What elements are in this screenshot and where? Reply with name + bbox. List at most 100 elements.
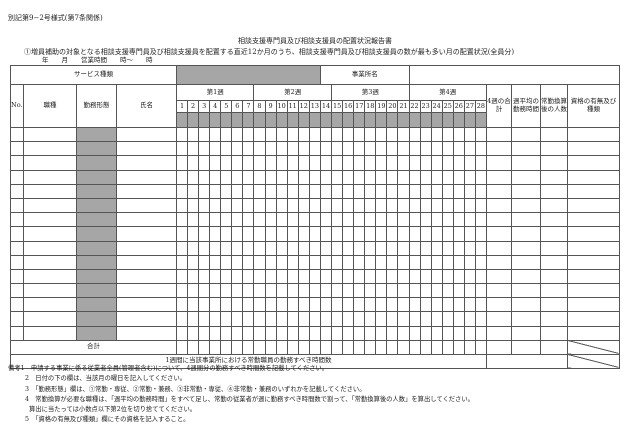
hours-cell[interactable] [375, 311, 388, 327]
weekday-cell[interactable] [408, 112, 421, 128]
hours-cell[interactable] [463, 283, 476, 299]
hours-cell[interactable] [220, 197, 233, 214]
hours-cell[interactable] [342, 169, 355, 185]
hours-cell[interactable] [264, 240, 277, 256]
hours-cell[interactable] [286, 297, 299, 313]
hours-cell[interactable] [253, 325, 266, 341]
hours-cell[interactable] [297, 226, 310, 242]
4week-total-cell[interactable] [485, 311, 512, 327]
hours-cell[interactable] [375, 126, 388, 143]
hours-cell[interactable] [175, 197, 189, 214]
weekday-cell[interactable] [297, 112, 310, 128]
hours-cell[interactable] [386, 141, 399, 157]
hours-cell[interactable] [175, 183, 189, 199]
hours-cell[interactable] [452, 155, 465, 171]
hours-cell[interactable] [286, 283, 299, 299]
hours-cell[interactable] [308, 169, 322, 185]
work-style-cell[interactable] [76, 240, 117, 256]
weekly-avg-cell[interactable] [510, 297, 541, 313]
hours-cell[interactable] [342, 183, 355, 199]
total-hours-cell[interactable] [430, 339, 443, 355]
hours-cell[interactable] [430, 197, 443, 214]
hours-cell[interactable] [264, 325, 277, 341]
hours-cell[interactable] [419, 254, 432, 270]
weekday-cell[interactable] [275, 112, 288, 128]
hours-cell[interactable] [419, 155, 432, 171]
hours-cell[interactable] [253, 169, 266, 185]
hours-cell[interactable] [308, 240, 322, 256]
weekday-cell[interactable] [231, 112, 244, 128]
hours-cell[interactable] [297, 254, 310, 270]
4week-total-cell[interactable] [485, 212, 512, 228]
weekday-cell[interactable] [364, 112, 377, 128]
hours-cell[interactable] [209, 212, 222, 228]
hours-cell[interactable] [331, 240, 344, 256]
hours-cell[interactable] [386, 183, 399, 199]
hours-cell[interactable] [452, 240, 465, 256]
4week-total-cell[interactable] [485, 155, 512, 171]
hours-cell[interactable] [408, 212, 421, 228]
total-fte-cell[interactable] [539, 339, 568, 355]
hours-cell[interactable] [342, 283, 355, 299]
weekly-avg-cell[interactable] [510, 240, 541, 256]
hours-cell[interactable] [353, 226, 366, 242]
hours-cell[interactable] [242, 325, 255, 341]
hours-cell[interactable] [375, 283, 388, 299]
hours-cell[interactable] [242, 126, 255, 143]
hours-cell[interactable] [397, 240, 410, 256]
hours-cell[interactable] [430, 311, 443, 327]
hours-cell[interactable] [275, 283, 288, 299]
name-cell[interactable] [116, 254, 177, 270]
hours-cell[interactable] [220, 311, 233, 327]
hours-cell[interactable] [187, 240, 200, 256]
hours-cell[interactable] [198, 141, 211, 157]
hours-cell[interactable] [242, 183, 255, 199]
weekly-avg-cell[interactable] [510, 254, 541, 270]
hours-cell[interactable] [375, 297, 388, 313]
hours-cell[interactable] [220, 240, 233, 256]
job-cell[interactable] [23, 254, 77, 270]
hours-cell[interactable] [474, 297, 487, 313]
weekday-cell[interactable] [463, 112, 476, 128]
hours-cell[interactable] [187, 268, 200, 285]
weekday-cell[interactable] [419, 112, 432, 128]
hours-cell[interactable] [375, 212, 388, 228]
hours-cell[interactable] [452, 141, 465, 157]
job-cell[interactable] [23, 297, 77, 313]
hours-cell[interactable] [397, 325, 410, 341]
hours-cell[interactable] [297, 325, 310, 341]
hours-cell[interactable] [231, 325, 244, 341]
hours-cell[interactable] [342, 240, 355, 256]
no-cell[interactable] [10, 268, 24, 285]
hours-cell[interactable] [375, 240, 388, 256]
hours-cell[interactable] [353, 268, 366, 285]
total-hours-cell[interactable] [331, 339, 344, 355]
weekday-cell[interactable] [386, 112, 399, 128]
hours-cell[interactable] [308, 141, 322, 157]
hours-cell[interactable] [198, 240, 211, 256]
hours-cell[interactable] [242, 141, 255, 157]
work-style-cell[interactable] [76, 254, 117, 270]
service-type-field[interactable] [176, 65, 321, 85]
hours-cell[interactable] [297, 297, 310, 313]
hours-cell[interactable] [331, 311, 344, 327]
hours-cell[interactable] [264, 155, 277, 171]
name-cell[interactable] [116, 126, 177, 143]
hours-cell[interactable] [209, 226, 222, 242]
hours-cell[interactable] [187, 141, 200, 157]
hours-cell[interactable] [452, 311, 465, 327]
hours-cell[interactable] [297, 141, 310, 157]
hours-cell[interactable] [430, 212, 443, 228]
hours-cell[interactable] [408, 155, 421, 171]
job-cell[interactable] [23, 212, 77, 228]
no-cell[interactable] [10, 254, 24, 270]
weekday-cell[interactable] [242, 112, 255, 128]
hours-cell[interactable] [331, 226, 344, 242]
hours-cell[interactable] [397, 254, 410, 270]
hours-cell[interactable] [275, 197, 288, 214]
hours-cell[interactable] [375, 141, 388, 157]
hours-cell[interactable] [375, 254, 388, 270]
total-hours-cell[interactable] [342, 339, 355, 355]
hours-cell[interactable] [275, 212, 288, 228]
no-cell[interactable] [10, 311, 24, 327]
